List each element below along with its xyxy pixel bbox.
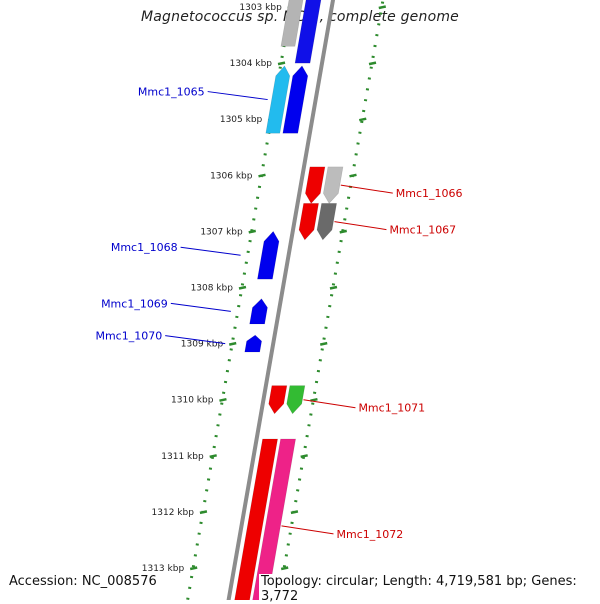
kbp-tick-label: 1306 kbp (210, 171, 253, 181)
kbp-tick-right (329, 285, 338, 290)
feature-arrow (323, 166, 344, 204)
kbp-tick-right (349, 173, 357, 178)
gene-label-leader (281, 525, 334, 535)
genome-backbone (226, 0, 336, 600)
gene-arrow (298, 203, 319, 241)
kbp-tick-right (300, 454, 308, 459)
kbp-tick-label: 1313 kbp (142, 564, 185, 574)
kbp-tick-label: 1311 kbp (161, 452, 204, 462)
gene-label: Mmc1_1072 (336, 528, 403, 541)
kbp-tick (219, 397, 227, 402)
kbp-tick (209, 454, 217, 459)
gene-label: Mmc1_1069 (101, 297, 168, 310)
gene-label: Mmc1_1068 (111, 241, 178, 254)
kbp-tick-right (358, 117, 367, 122)
feature-arrow (280, 0, 304, 47)
gene-labels: Mmc1_1065 Mmc1_1066 Mmc1_1067 Mmc1_1068 Mmc1… (95, 86, 462, 541)
feature-arrow (316, 203, 337, 241)
kbp-tick-right (290, 510, 299, 515)
gene-label-leader (207, 91, 268, 101)
kbp-ticks: 1303 kbp 1304 kbp 1305 kbp 1306 kbp 1307 kbp… (142, 3, 387, 574)
accession-text: Accession: NC_008576 (7, 574, 159, 589)
kbp-tick (228, 341, 237, 346)
kbp-tick-label: 1310 kbp (171, 396, 214, 406)
kbp-tick (189, 566, 198, 571)
kbp-tick-label: 1312 kbp (152, 508, 195, 518)
feature-arrow (286, 385, 306, 415)
gene-label: Mmc1_1065 (138, 86, 205, 99)
gene-label-leader (340, 184, 393, 194)
kbp-tick (258, 173, 266, 178)
kbp-tick (238, 285, 247, 290)
kbp-tick-label: 1308 kbp (191, 284, 234, 294)
kbp-tick-label: 1303 kbp (239, 3, 282, 13)
kbp-tick-right (378, 5, 387, 10)
gene-arrow (305, 166, 326, 204)
gene-arrow (282, 65, 309, 134)
kbp-tick-right (368, 61, 377, 66)
kbp-tick-label: 1307 kbp (200, 227, 243, 237)
kbp-tick-right (310, 397, 318, 402)
gene-arrow (249, 298, 268, 325)
gene-label: Mmc1_1070 (95, 330, 162, 343)
gene-label-leader (180, 246, 241, 256)
feature-arrow (252, 438, 296, 600)
gene-arrow (244, 334, 262, 353)
gene-label: Mmc1_1066 (396, 187, 463, 200)
kbp-tick-label: 1309 kbp (181, 340, 224, 350)
gene-label-leader (165, 335, 226, 345)
topology-summary: Topology: circular; Length: 4,719,581 bp… (259, 574, 600, 604)
gene-arrow (294, 0, 322, 64)
kbp-tick-label: 1305 kbp (220, 115, 263, 125)
gene-label-leader (170, 302, 231, 312)
kbp-tick (199, 510, 208, 515)
gene-label: Mmc1_1067 (389, 224, 456, 237)
kbp-tick (248, 229, 256, 234)
kbp-tick-right (339, 229, 347, 234)
kbp-tick (277, 61, 286, 66)
gene-label: Mmc1_1071 (358, 402, 425, 415)
kbp-tick-right (280, 566, 289, 571)
gene-arrow (234, 438, 278, 600)
kbp-tick-label: 1304 kbp (230, 59, 273, 69)
feature-arrow (265, 65, 291, 134)
gene-arrow (257, 230, 280, 280)
gene-label-leader (303, 399, 356, 409)
kbp-tick-right (319, 341, 328, 346)
gene-label-leader (334, 221, 387, 231)
backbone-line (226, 0, 336, 600)
gene-arrow (268, 385, 288, 415)
gene-features (234, 0, 344, 600)
